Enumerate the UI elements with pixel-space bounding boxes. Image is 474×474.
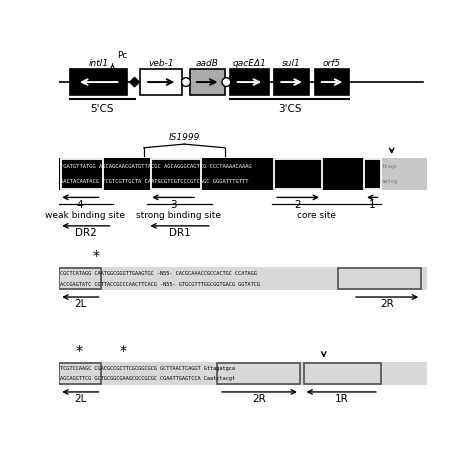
Text: IS1999: IS1999 bbox=[168, 133, 200, 142]
Text: TGATGTTATGG AGCAGCAACGATGTTACGC AGCAGGGCAGTCG CCCTAAAACAAAG: TGATGTTATGG AGCAGCAACGATGTTACGC AGCAGGGC… bbox=[60, 164, 252, 169]
Bar bbox=[274, 69, 309, 95]
Text: weak binding site: weak binding site bbox=[45, 211, 125, 220]
Text: AGCAGGTTCG GCTGCGGCGAAGCGCCGCGC CGAATTGAGTCCA Caatctacgt: AGCAGGTTCG GCTGCGGCGAAGCGCCGCGC CGAATTGA… bbox=[60, 376, 235, 382]
Text: 2R: 2R bbox=[380, 299, 394, 309]
Bar bbox=[59, 268, 101, 289]
Bar bbox=[381, 158, 427, 190]
Text: strong binding site: strong binding site bbox=[136, 211, 221, 220]
Text: orf5: orf5 bbox=[323, 59, 341, 68]
Text: ACCGAGTATC CGTTACCGCCCAACTTCACG -N55- GTGCGTTTGGCGGTGACG GGTATCG: ACCGAGTATC CGTTACCGCCCAACTTCACG -N55- GT… bbox=[60, 282, 260, 287]
Text: TCGTCCAAGC CGACGCCGCTTCGCGGCGCG GCTTAACTCAGGT Gttagatgca: TCGTCCAAGC CGACGCCGCTTCGCGGCGCG GCTTAACT… bbox=[60, 365, 235, 371]
Bar bbox=[364, 159, 381, 189]
Polygon shape bbox=[130, 77, 139, 87]
Text: *: * bbox=[120, 344, 127, 358]
Text: veb-1: veb-1 bbox=[148, 59, 174, 68]
Bar bbox=[59, 158, 381, 190]
Text: ttagc: ttagc bbox=[382, 164, 398, 169]
Bar bbox=[315, 69, 349, 95]
Text: *: * bbox=[92, 249, 100, 263]
Text: 2L: 2L bbox=[74, 299, 87, 309]
Bar bbox=[190, 69, 225, 95]
Text: 3'CS: 3'CS bbox=[278, 104, 301, 114]
Bar bbox=[70, 69, 127, 95]
Text: 5'CS: 5'CS bbox=[91, 104, 114, 114]
Bar bbox=[59, 362, 427, 385]
Text: 1R: 1R bbox=[334, 394, 348, 404]
Circle shape bbox=[222, 78, 231, 86]
Text: 2R: 2R bbox=[253, 394, 266, 404]
Bar bbox=[151, 159, 201, 189]
Bar bbox=[59, 267, 427, 291]
Bar bbox=[303, 363, 381, 384]
Text: *: * bbox=[76, 344, 83, 358]
Bar bbox=[274, 159, 322, 189]
Text: aatcg: aatcg bbox=[382, 179, 398, 184]
Bar bbox=[230, 69, 269, 95]
Text: 4: 4 bbox=[77, 200, 83, 210]
Text: CGCTCATAGG CAATGGCGGGTTGAAGTGC -N55- CACGCAAACCGCCACTGC CCATAGG: CGCTCATAGG CAATGGCGGGTTGAAGTGC -N55- CAC… bbox=[60, 271, 257, 276]
Text: DR1: DR1 bbox=[169, 228, 191, 238]
Text: intI1: intI1 bbox=[89, 59, 109, 68]
Text: DR2: DR2 bbox=[75, 228, 97, 238]
Text: Pc: Pc bbox=[117, 51, 128, 60]
Text: 2L: 2L bbox=[74, 394, 87, 404]
Bar bbox=[59, 363, 101, 384]
Text: 1: 1 bbox=[369, 200, 376, 210]
Bar bbox=[217, 363, 300, 384]
Text: qacEΔ1: qacEΔ1 bbox=[232, 59, 266, 68]
Text: aadB: aadB bbox=[196, 59, 219, 68]
Text: 3: 3 bbox=[170, 200, 176, 210]
Text: core site: core site bbox=[297, 211, 336, 220]
Circle shape bbox=[182, 78, 191, 86]
Bar bbox=[338, 268, 421, 289]
Text: AACTACAATACG TCGTCGTTGCTA CAATGCGTCGTCCCGTCAGC GGGATTTGTTT: AACTACAATACG TCGTCGTTGCTA CAATGCGTCGTCCC… bbox=[60, 179, 248, 184]
Bar bbox=[140, 69, 182, 95]
Text: 2: 2 bbox=[295, 200, 301, 210]
Bar bbox=[61, 159, 103, 189]
Text: sul1: sul1 bbox=[282, 59, 301, 68]
